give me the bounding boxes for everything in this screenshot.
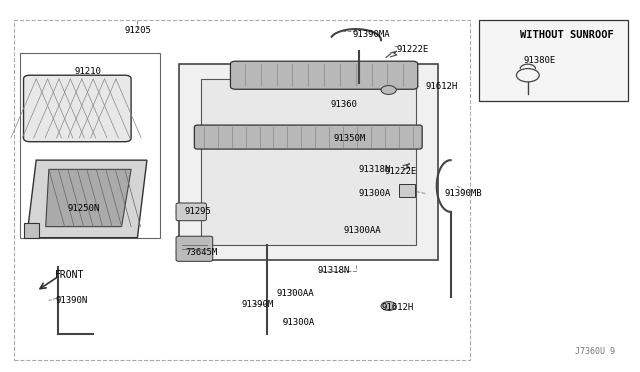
Text: 91390M: 91390M xyxy=(242,300,274,309)
Text: 91390N: 91390N xyxy=(55,296,88,305)
Text: 91210: 91210 xyxy=(74,67,101,76)
FancyBboxPatch shape xyxy=(176,203,207,221)
Text: 91612H: 91612H xyxy=(381,303,413,312)
Bar xyxy=(479,20,628,101)
Bar xyxy=(201,79,416,245)
Bar xyxy=(179,64,438,260)
Text: 91390MA: 91390MA xyxy=(353,30,390,39)
Text: J7360U 9: J7360U 9 xyxy=(575,347,615,356)
Text: 91318N: 91318N xyxy=(359,165,391,174)
Circle shape xyxy=(381,86,396,94)
FancyBboxPatch shape xyxy=(195,125,422,149)
Text: 91300A: 91300A xyxy=(359,189,391,198)
Text: WITHOUT SUNROOF: WITHOUT SUNROOF xyxy=(520,30,614,40)
Text: 91380E: 91380E xyxy=(524,56,556,65)
Text: 91205: 91205 xyxy=(125,26,152,35)
Text: 91612H: 91612H xyxy=(426,82,458,91)
Bar xyxy=(399,184,415,197)
Text: FRONT: FRONT xyxy=(55,270,84,280)
Text: 91295: 91295 xyxy=(185,207,212,217)
Bar xyxy=(20,53,159,238)
Text: 91250N: 91250N xyxy=(68,203,100,213)
FancyBboxPatch shape xyxy=(230,61,418,89)
Text: 91390MB: 91390MB xyxy=(444,189,482,198)
Text: 91300AA: 91300AA xyxy=(343,226,381,235)
Text: 91318N: 91318N xyxy=(318,266,350,275)
Bar xyxy=(24,223,39,238)
Text: 91360: 91360 xyxy=(330,100,357,109)
Text: 73645M: 73645M xyxy=(185,248,217,257)
FancyBboxPatch shape xyxy=(24,75,131,142)
Circle shape xyxy=(381,302,396,310)
Polygon shape xyxy=(45,169,131,227)
Text: 91222E: 91222E xyxy=(397,45,429,54)
Text: 91222E: 91222E xyxy=(384,167,417,176)
Text: 91350M: 91350M xyxy=(333,134,366,142)
Bar xyxy=(14,20,470,359)
Text: 91300A: 91300A xyxy=(283,318,316,327)
Polygon shape xyxy=(27,160,147,238)
FancyBboxPatch shape xyxy=(176,236,212,261)
Text: 91300AA: 91300AA xyxy=(276,289,314,298)
